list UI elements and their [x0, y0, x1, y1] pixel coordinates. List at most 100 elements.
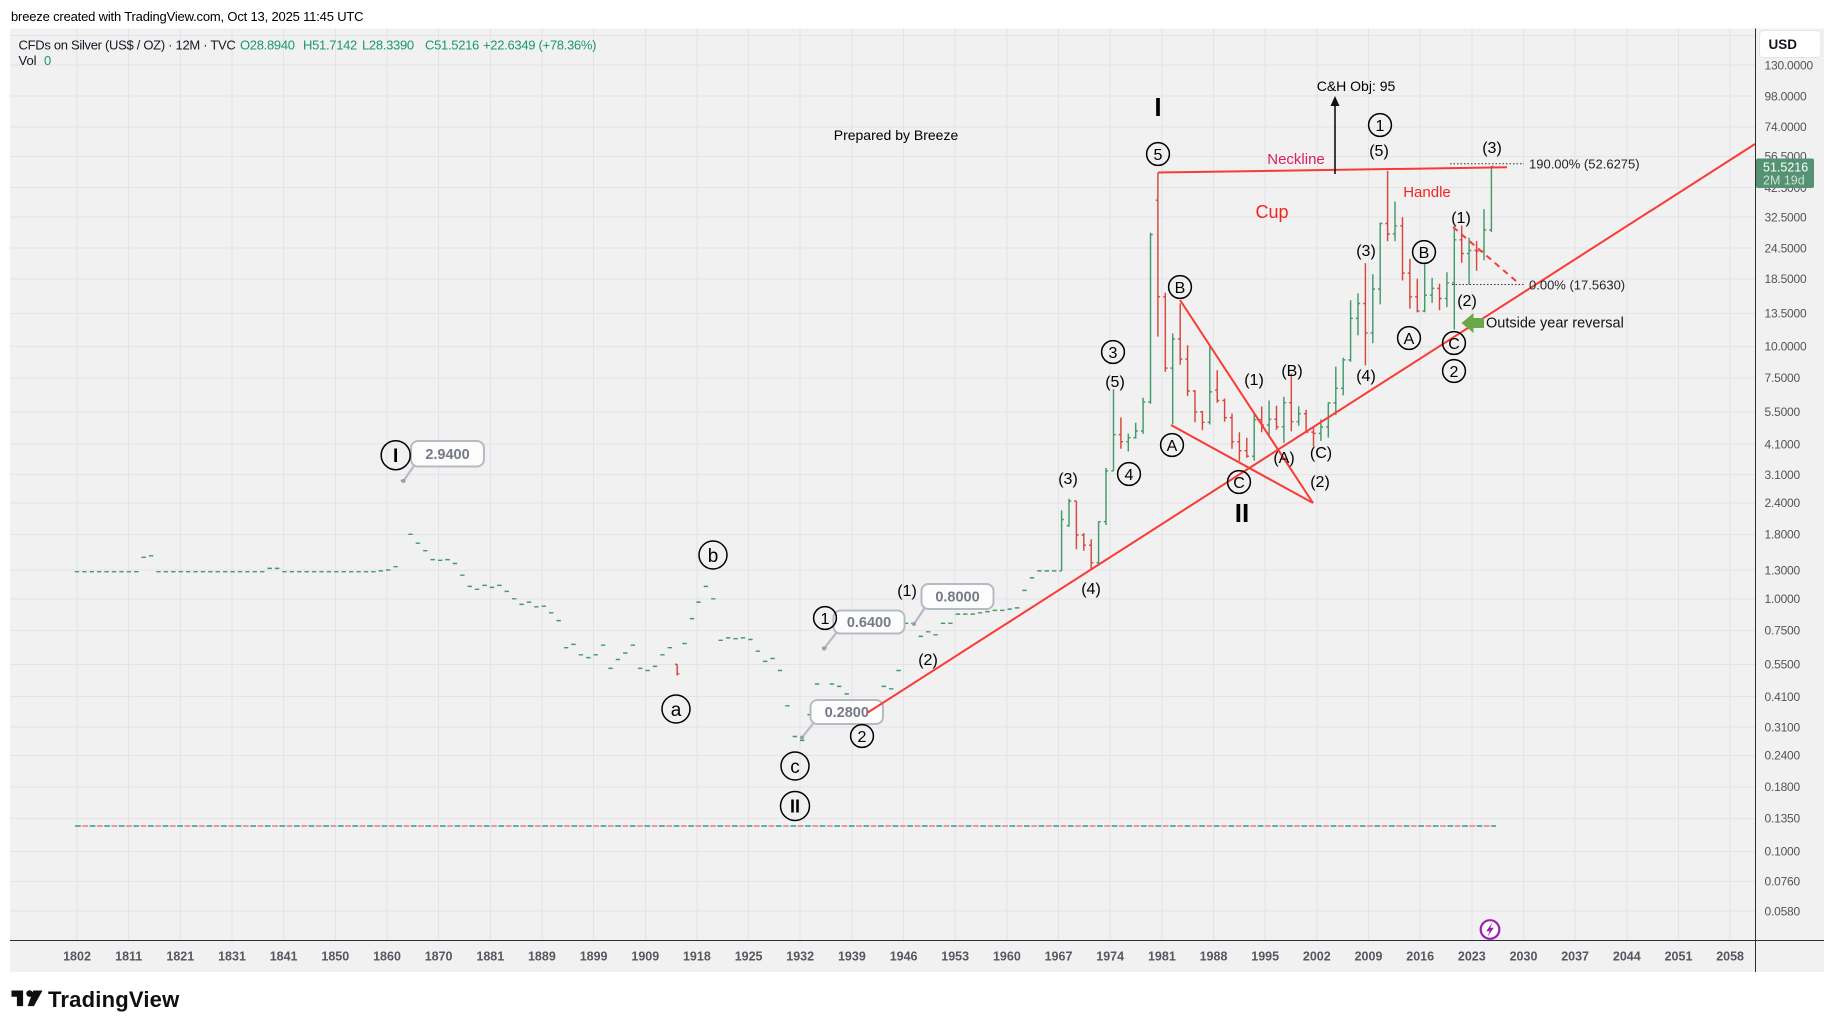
svg-text:1918: 1918 [683, 950, 711, 964]
svg-text:3: 3 [1109, 345, 1118, 362]
svg-text:1860: 1860 [373, 950, 401, 964]
svg-text:32.5000: 32.5000 [1765, 210, 1808, 224]
svg-text:2.9400: 2.9400 [425, 447, 469, 463]
svg-text:0.00% (17.5630): 0.00% (17.5630) [1529, 278, 1625, 293]
svg-text:2: 2 [1450, 364, 1459, 381]
svg-text:1974: 1974 [1096, 950, 1124, 964]
svg-text:A: A [1404, 331, 1415, 348]
svg-text:2M 19d: 2M 19d [1763, 174, 1805, 188]
svg-text:0.7500: 0.7500 [1765, 624, 1801, 638]
svg-text:(1): (1) [1451, 210, 1471, 227]
svg-text:Neckline: Neckline [1267, 151, 1325, 168]
svg-text:0.8000: 0.8000 [935, 590, 979, 606]
svg-text:4: 4 [1125, 467, 1134, 484]
svg-text:(A): (A) [1273, 450, 1294, 467]
svg-text:1811: 1811 [115, 950, 142, 964]
svg-text:130.0000: 130.0000 [1765, 58, 1814, 72]
svg-text:C: C [1233, 475, 1245, 492]
svg-text:0.2800: 0.2800 [825, 705, 869, 721]
svg-text:(2): (2) [918, 652, 938, 669]
svg-text:1.3000: 1.3000 [1765, 563, 1801, 577]
svg-text:C: C [1448, 336, 1460, 353]
svg-text:1881: 1881 [476, 950, 504, 964]
svg-text:1981: 1981 [1148, 950, 1176, 964]
svg-text:24.5000: 24.5000 [1765, 241, 1808, 255]
svg-text:(5): (5) [1105, 374, 1125, 391]
svg-text:13.5000: 13.5000 [1765, 307, 1808, 321]
svg-text:2044: 2044 [1613, 950, 1641, 964]
svg-text:B: B [1419, 245, 1430, 262]
svg-text:(2): (2) [1310, 474, 1330, 491]
svg-text:b: b [708, 546, 719, 567]
svg-text:0.1000: 0.1000 [1765, 845, 1801, 859]
svg-text:1988: 1988 [1200, 950, 1228, 964]
svg-text:0.1350: 0.1350 [1765, 812, 1801, 826]
svg-text:CFDs on Silver (US$ / OZ) · 12: CFDs on Silver (US$ / OZ) · 12M · TVC O28… [19, 38, 597, 53]
svg-text:1: 1 [821, 611, 830, 628]
svg-text:Vol: Vol [19, 53, 37, 68]
svg-text:2023: 2023 [1458, 950, 1486, 964]
svg-text:II: II [790, 796, 800, 816]
svg-text:10.0000: 10.0000 [1765, 340, 1808, 354]
svg-text:2: 2 [858, 729, 867, 746]
svg-text:(3): (3) [1482, 140, 1502, 157]
svg-text:breeze created with TradingVie: breeze created with TradingView.com, Oct… [11, 9, 363, 24]
svg-text:TradingView: TradingView [48, 987, 180, 1012]
svg-text:0.3100: 0.3100 [1765, 721, 1801, 735]
svg-text:0.5500: 0.5500 [1765, 658, 1801, 672]
svg-text:1889: 1889 [528, 950, 556, 964]
svg-text:0: 0 [44, 53, 51, 68]
svg-text:(5): (5) [1369, 143, 1389, 160]
svg-text:Cup: Cup [1255, 202, 1288, 222]
svg-text:B: B [1175, 280, 1186, 297]
svg-text:1925: 1925 [735, 950, 763, 964]
svg-text:190.00% (52.6275): 190.00% (52.6275) [1529, 157, 1640, 172]
svg-text:(3): (3) [1356, 243, 1376, 260]
svg-text:0.2400: 0.2400 [1765, 749, 1801, 763]
svg-text:1899: 1899 [580, 950, 608, 964]
svg-text:2051: 2051 [1665, 950, 1693, 964]
svg-text:(1): (1) [897, 583, 917, 600]
svg-text:1932: 1932 [786, 950, 814, 964]
svg-text:(1): (1) [1244, 372, 1264, 389]
svg-text:Prepared by Breeze: Prepared by Breeze [834, 127, 959, 143]
svg-text:1821: 1821 [166, 950, 194, 964]
svg-text:A: A [1167, 438, 1178, 455]
svg-text:1946: 1946 [890, 950, 918, 964]
svg-text:a: a [671, 700, 682, 721]
svg-text:98.0000: 98.0000 [1765, 89, 1808, 103]
svg-text:51.5216: 51.5216 [1763, 161, 1808, 175]
svg-text:1995: 1995 [1251, 950, 1279, 964]
svg-text:(2): (2) [1457, 293, 1477, 310]
svg-text:Handle: Handle [1403, 184, 1451, 201]
svg-text:Outside year reversal: Outside year reversal [1486, 316, 1624, 332]
svg-text:(4): (4) [1081, 581, 1101, 598]
svg-text:2037: 2037 [1561, 950, 1589, 964]
svg-text:0.6400: 0.6400 [847, 615, 891, 631]
svg-text:2016: 2016 [1406, 950, 1434, 964]
svg-text:1960: 1960 [993, 950, 1021, 964]
svg-text:(C): (C) [1310, 445, 1332, 462]
svg-text:74.0000: 74.0000 [1765, 120, 1808, 134]
svg-text:1939: 1939 [838, 950, 866, 964]
svg-text:1841: 1841 [270, 950, 298, 964]
svg-text:1967: 1967 [1045, 950, 1073, 964]
svg-text:c: c [790, 757, 800, 778]
svg-text:I: I [1154, 92, 1161, 122]
svg-text:1953: 1953 [941, 950, 969, 964]
svg-text:5: 5 [1154, 147, 1163, 164]
svg-text:0.1800: 0.1800 [1765, 780, 1801, 794]
svg-text:3.1000: 3.1000 [1765, 468, 1801, 482]
svg-text:1: 1 [1376, 118, 1385, 135]
svg-text:2002: 2002 [1303, 950, 1331, 964]
svg-text:1.8000: 1.8000 [1765, 528, 1801, 542]
svg-text:2058: 2058 [1716, 950, 1744, 964]
svg-text:7.5000: 7.5000 [1765, 371, 1801, 385]
svg-text:1909: 1909 [631, 950, 659, 964]
svg-text:(4): (4) [1356, 368, 1376, 385]
svg-text:2009: 2009 [1355, 950, 1383, 964]
svg-text:1.0000: 1.0000 [1765, 592, 1801, 606]
svg-text:USD: USD [1769, 37, 1798, 52]
svg-text:1802: 1802 [63, 950, 91, 964]
svg-text:(3): (3) [1058, 471, 1078, 488]
